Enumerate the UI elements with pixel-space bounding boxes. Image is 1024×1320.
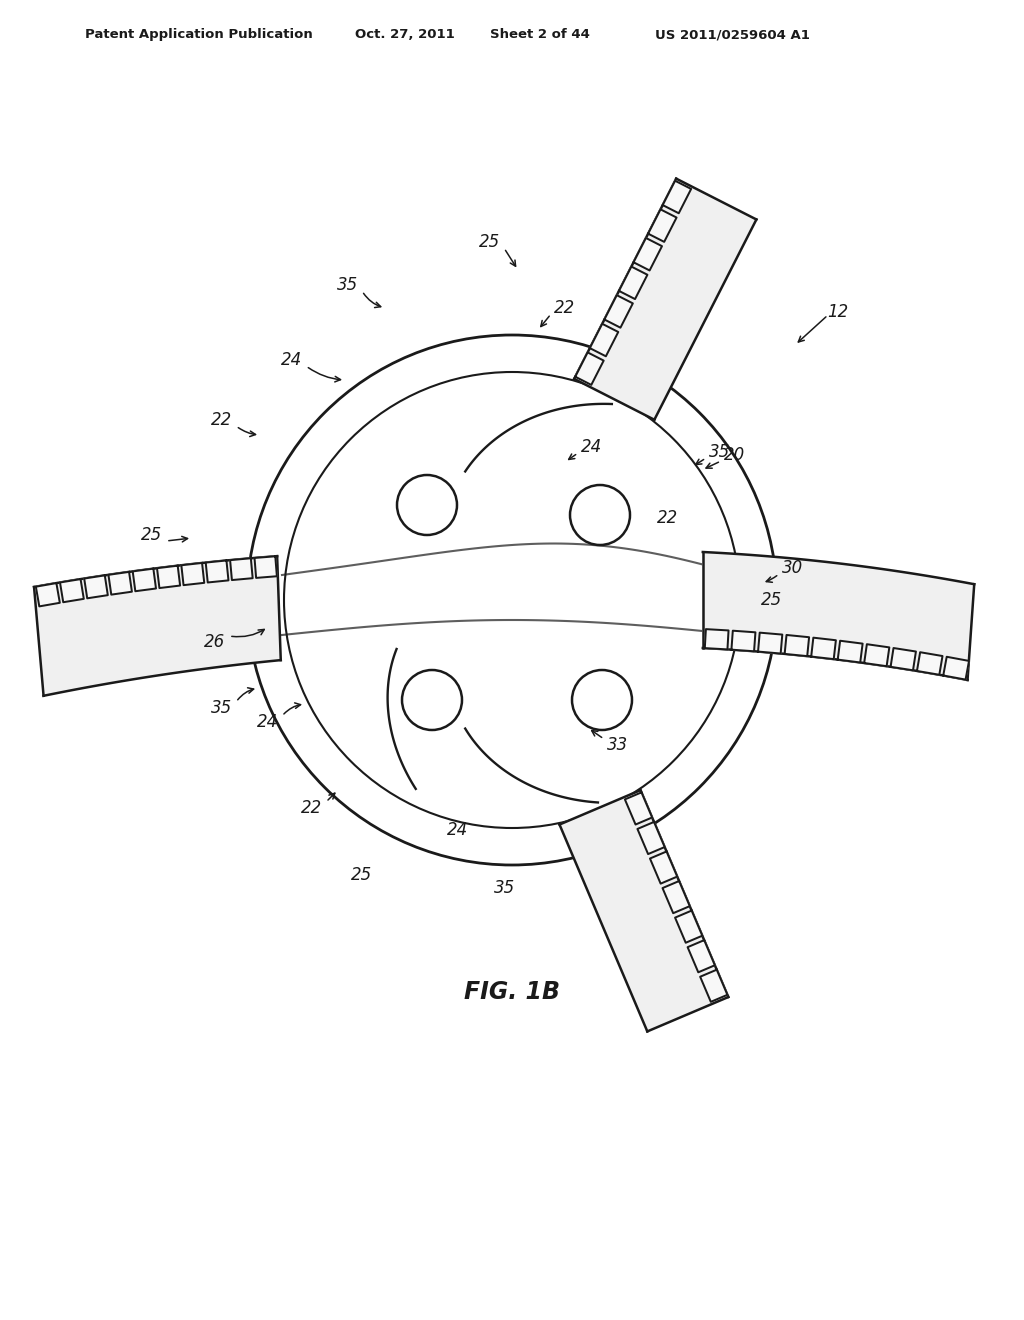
Polygon shape [943,657,969,680]
Polygon shape [133,569,156,591]
Polygon shape [575,352,604,385]
Text: 22: 22 [301,799,323,817]
Polygon shape [625,792,652,825]
Polygon shape [811,638,836,659]
Polygon shape [181,562,204,585]
Polygon shape [157,566,180,587]
Text: 24: 24 [447,821,469,840]
Text: 25: 25 [479,234,501,251]
Polygon shape [891,648,915,671]
Text: 22: 22 [554,300,575,317]
Text: 22: 22 [211,411,232,429]
Polygon shape [648,210,677,242]
Polygon shape [255,556,276,578]
Polygon shape [705,630,728,649]
Polygon shape [916,652,942,675]
Text: 35: 35 [337,276,358,294]
Polygon shape [574,178,757,420]
Polygon shape [687,940,715,973]
Text: 30: 30 [782,558,804,577]
Polygon shape [634,238,662,271]
Text: 12: 12 [827,304,849,321]
Polygon shape [758,632,782,653]
Text: 24: 24 [282,351,303,370]
Text: 25: 25 [141,525,163,544]
Polygon shape [650,851,677,883]
Polygon shape [34,556,281,696]
Polygon shape [618,267,647,300]
Text: 35: 35 [710,444,731,461]
Text: 22: 22 [657,510,679,527]
Text: 24: 24 [257,713,279,731]
Polygon shape [702,552,974,680]
Text: FIG. 1B: FIG. 1B [464,979,560,1005]
Text: 20: 20 [724,446,745,465]
Text: Patent Application Publication: Patent Application Publication [85,28,312,41]
Text: 24: 24 [582,438,603,455]
Polygon shape [731,631,756,651]
Text: 35: 35 [495,879,516,898]
Polygon shape [604,296,633,327]
Polygon shape [675,911,702,942]
Text: 35: 35 [211,700,232,717]
Polygon shape [663,880,690,913]
Polygon shape [637,822,665,854]
Polygon shape [559,791,728,1031]
Polygon shape [864,644,889,667]
Text: Sheet 2 of 44: Sheet 2 of 44 [490,28,590,41]
Text: 25: 25 [762,591,782,609]
Polygon shape [838,640,862,663]
Text: US 2011/0259604 A1: US 2011/0259604 A1 [655,28,810,41]
Polygon shape [784,635,809,656]
Text: 26: 26 [205,634,225,651]
Polygon shape [36,583,59,606]
Polygon shape [663,181,691,214]
Text: 33: 33 [607,737,629,754]
Polygon shape [60,579,84,602]
Text: 25: 25 [351,866,373,884]
Polygon shape [590,323,618,356]
Polygon shape [230,558,253,579]
Polygon shape [84,576,108,598]
Text: Oct. 27, 2011: Oct. 27, 2011 [355,28,455,41]
Polygon shape [206,561,228,582]
Polygon shape [109,572,132,594]
Polygon shape [700,970,727,1002]
